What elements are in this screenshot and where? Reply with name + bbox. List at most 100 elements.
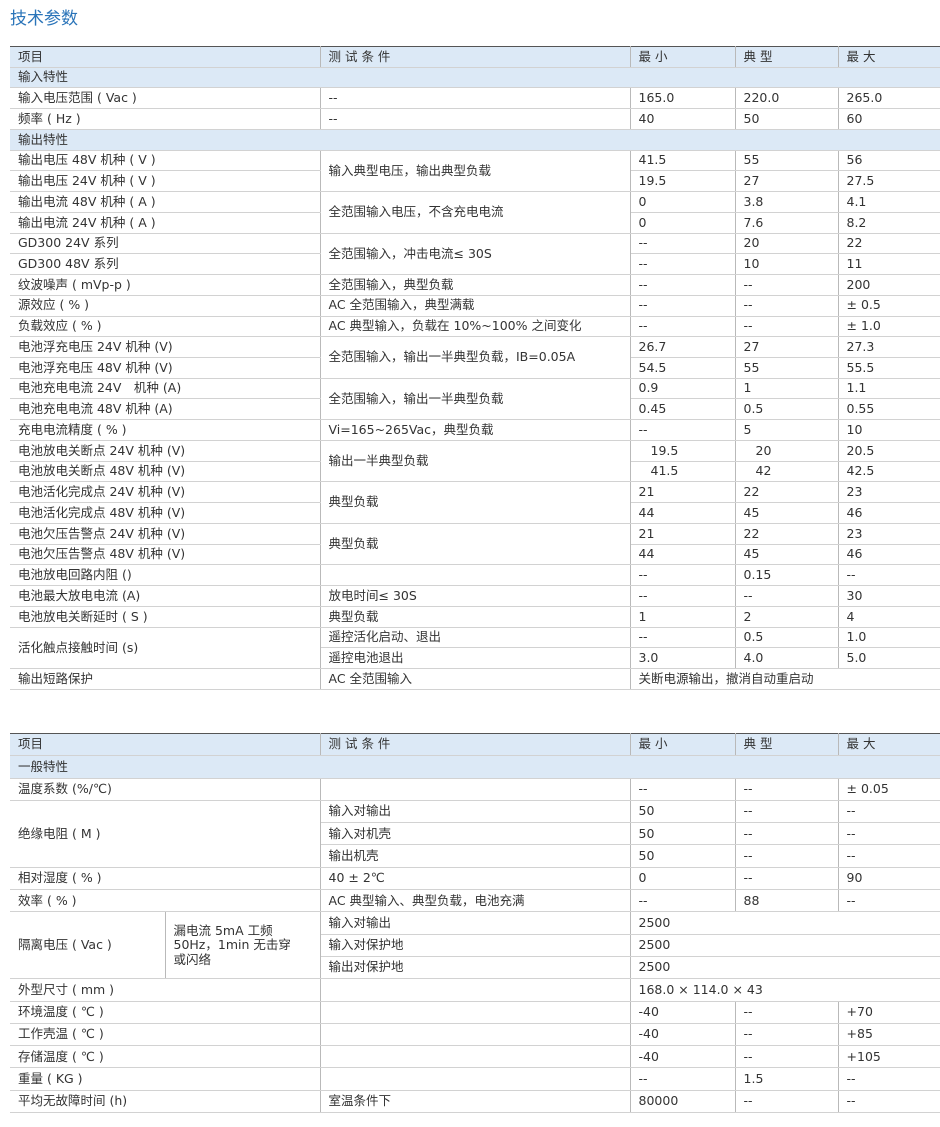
- cell: 外型尺寸 ( mm ): [10, 978, 321, 1002]
- cell: 电池欠压告警点 48V 机种 (V): [10, 544, 321, 566]
- cell: 200: [837, 274, 940, 296]
- cell: 54.5: [629, 357, 736, 379]
- row: 输入对机壳 50 -- --: [10, 822, 940, 846]
- cell: 隔离电压 ( Vac ): [10, 911, 166, 980]
- cell: 输出电压 48V 机种 ( V ): [10, 150, 321, 172]
- cell: AC 全范围输入: [319, 668, 631, 690]
- cell: 1: [629, 606, 736, 628]
- cell: --: [629, 585, 736, 607]
- cell: 22: [837, 233, 940, 255]
- cell: 输出一半典型负载: [319, 440, 631, 483]
- cell: 相对湿度 ( % ): [10, 867, 321, 891]
- cell: [319, 1045, 631, 1069]
- row: 电池活化完成点 48V 机种 (V) 44 45 46: [10, 502, 940, 524]
- cell: 10: [837, 419, 940, 441]
- cell: 42.5: [837, 461, 940, 483]
- cell: --: [319, 87, 631, 110]
- cell: 168.0 × 114.0 × 43: [629, 978, 940, 1002]
- cell: 88: [734, 889, 839, 913]
- cell: 60: [837, 108, 940, 130]
- cell: 4.0: [734, 647, 839, 670]
- cell: 负载效应 ( % ): [10, 316, 321, 338]
- cell: 41.5: [629, 150, 736, 172]
- cell: 40: [629, 108, 736, 130]
- cell: --: [629, 1067, 736, 1091]
- cell: 27: [734, 170, 839, 193]
- row: 重量 ( KG ) -- 1.5 --: [10, 1067, 940, 1091]
- spec-table: 项目测 试 条 件最 小典 型最 大 一般特性 温度系数 (%/℃) -- -- ± …: [10, 732, 940, 1114]
- cell: [319, 1023, 631, 1047]
- cell: 全范围输入，典型负载: [319, 274, 631, 296]
- cell: 0: [629, 191, 736, 213]
- cell: 频率 ( Hz ): [10, 108, 321, 130]
- row: 隔离电压 ( Vac ) 漏电流 5mA 工频 50Hz，1min 无击穿或闪络输…: [10, 911, 940, 980]
- cell: GD300 48V 系列: [10, 253, 321, 276]
- cell: 源效应 ( % ): [10, 295, 321, 317]
- cell: 21: [629, 523, 736, 545]
- cell: 漏电流 5mA 工频 50Hz，1min 无击穿或闪络: [164, 911, 321, 980]
- row: 效率 ( % ) AC 典型输入、典型负载，电池充满 -- 88 --: [10, 889, 940, 913]
- cell: 电池充电电流 24V 机种 (A): [10, 378, 321, 400]
- cell: 电池欠压告警点 24V 机种 (V): [10, 523, 321, 545]
- cell: --: [629, 778, 736, 801]
- row: 电池放电关断延时 ( S ) 典型负载 1 2 4: [10, 606, 940, 628]
- cell: --: [319, 108, 631, 130]
- cell: 2500: [629, 934, 940, 957]
- cell: --: [837, 822, 940, 846]
- cell: 20: [734, 440, 839, 462]
- cell: +85: [837, 1023, 940, 1047]
- cell: 遥控电池退出: [320, 647, 631, 670]
- cell: --: [837, 800, 940, 824]
- cell: 4: [837, 606, 940, 628]
- cell: 90: [837, 867, 940, 891]
- cell: 5: [734, 419, 839, 441]
- cell: 0.45: [629, 398, 736, 421]
- cell: +70: [837, 1001, 940, 1024]
- cell: 电池放电关断点 48V 机种 (V): [10, 461, 321, 483]
- header-cell: 项目: [10, 46, 321, 68]
- cell: 46: [837, 544, 940, 566]
- cell: --: [837, 1090, 940, 1114]
- cell: 室温条件下: [319, 1090, 631, 1114]
- cell: --: [629, 233, 736, 255]
- cell: 0.9: [629, 378, 736, 400]
- cell: 10: [734, 253, 839, 276]
- cell: 输入对机壳: [320, 822, 631, 846]
- cell: --: [629, 274, 736, 296]
- cell: --: [734, 295, 839, 317]
- cell: 8.2: [837, 212, 940, 234]
- cell: --: [734, 1001, 839, 1024]
- cell: -40: [629, 1023, 736, 1047]
- row: 工作壳温 ( ℃ ) -40 -- +85: [10, 1023, 940, 1047]
- header-cell: 最 大: [837, 732, 940, 757]
- cell: 26.7: [629, 336, 736, 359]
- row: 电池放电关断点 48V 机种 (V) 41.5 42 42.5: [10, 461, 940, 483]
- cell: 电池活化完成点 24V 机种 (V): [10, 481, 321, 504]
- cell: 50: [734, 108, 839, 130]
- cell: +105: [837, 1045, 940, 1069]
- cell: [319, 1001, 631, 1024]
- section-cell: 输出特性: [10, 129, 940, 151]
- cell: 27.5: [837, 170, 940, 193]
- cell: 19.5: [629, 440, 736, 462]
- header-cell: 最 大: [837, 46, 940, 68]
- cell: 19.5: [629, 170, 736, 193]
- cell: 40 ± 2℃: [319, 867, 631, 891]
- cell: 纹波噪声 ( mVp-p ): [10, 274, 321, 296]
- cell: 电池最大放电电流 (A): [10, 585, 321, 607]
- cell: 2500: [629, 956, 940, 980]
- cell: 3.8: [734, 191, 839, 213]
- cell: 效率 ( % ): [10, 889, 321, 913]
- row: 电池放电关断点 24V 机种 (V) 输出一半典型负载 19.5 20 20.5: [10, 440, 940, 483]
- cell: 典型负载: [319, 481, 631, 524]
- cell: 1.1: [837, 378, 940, 400]
- row: 环境温度 ( ℃ ) -40 -- +70: [10, 1001, 940, 1024]
- cell: 电池放电回路内阻 (): [10, 564, 321, 587]
- cell: 输入典型电压，输出典型负载: [319, 150, 631, 193]
- cell: --: [734, 800, 839, 824]
- cell: 27: [734, 336, 839, 359]
- cell: 0.5: [734, 398, 839, 421]
- cell: --: [837, 1067, 940, 1091]
- cell: 充电电流精度 ( % ): [10, 419, 321, 441]
